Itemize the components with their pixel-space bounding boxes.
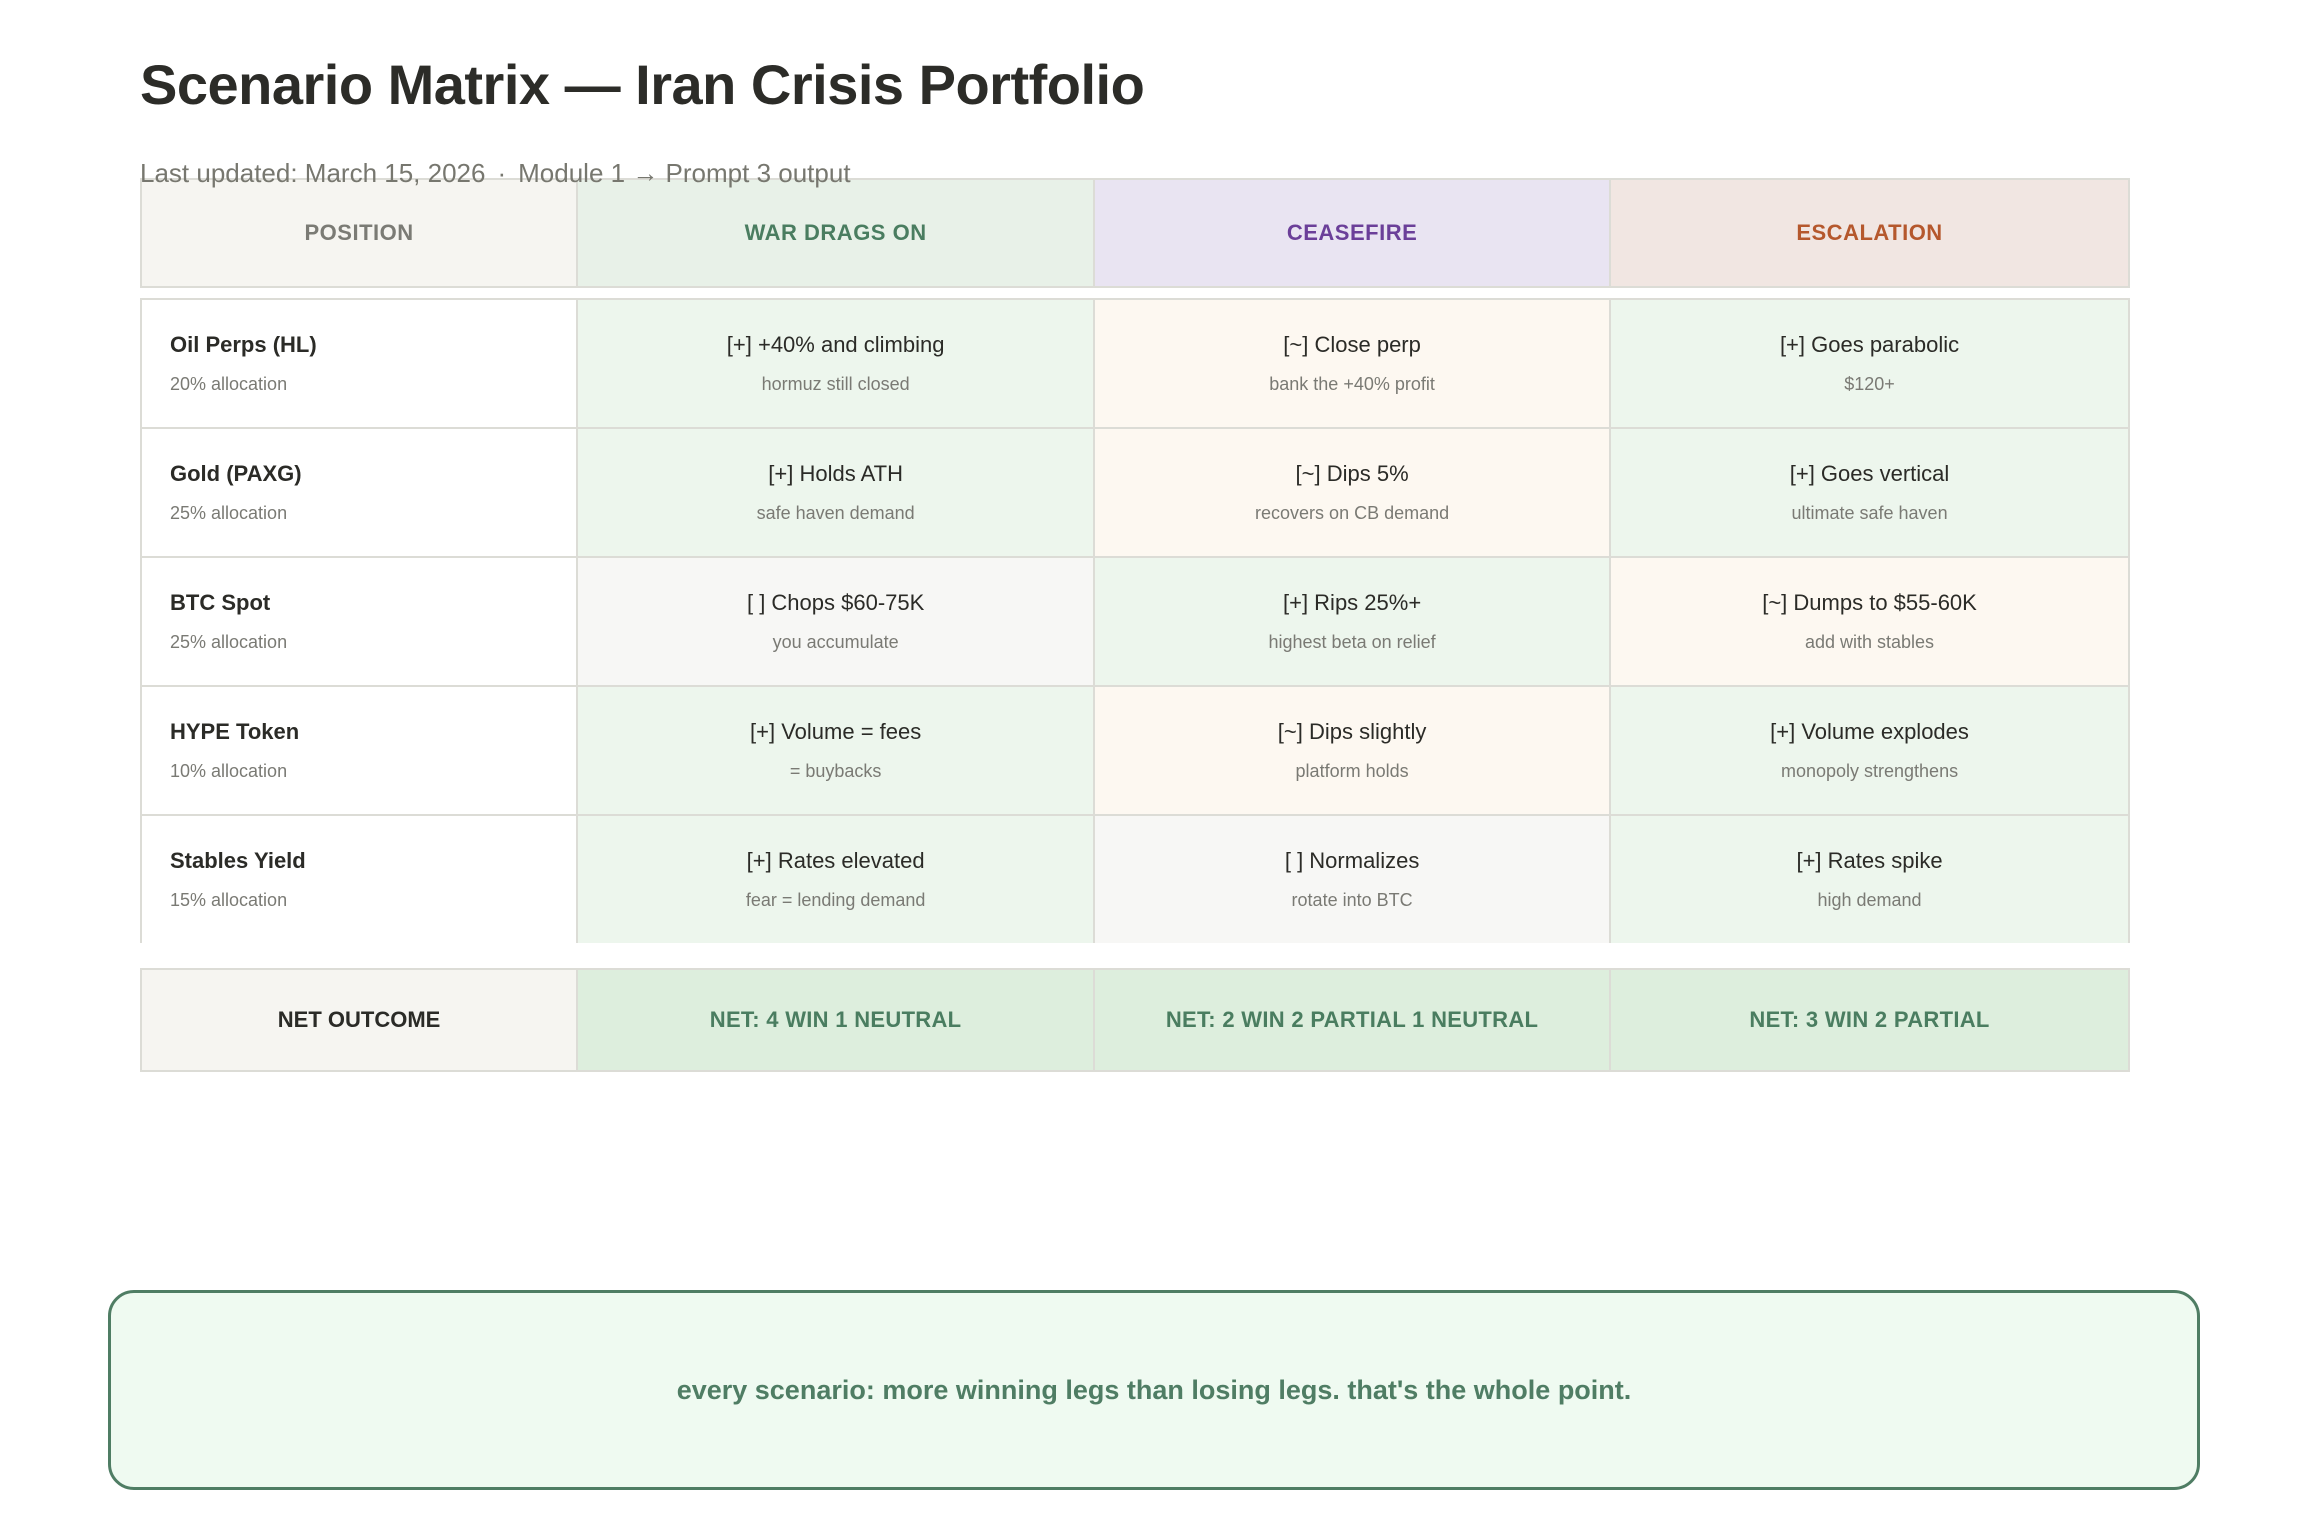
scenario-outcome: [+] Volume = fees (750, 719, 922, 744)
position-allocation: 10% allocation (170, 761, 288, 781)
scenario-note: you accumulate (772, 632, 899, 652)
scenario-outcome: [ ] Chops $60-75K (746, 590, 925, 615)
scenario-outcome: [+] Volume explodes (1770, 719, 1969, 744)
scenario-note: $120+ (1844, 374, 1895, 394)
scenario-cell-ceasefire: [~] Dips slightly platform holds (1095, 687, 1612, 814)
scenario-outcome: [+] Goes vertical (1789, 461, 1950, 486)
net-outcome-war: NET: 4 WIN 1 NEUTRAL (578, 970, 1096, 1070)
table-header: POSITION WAR DRAGS ON CEASEFIRE ESCALATI… (140, 178, 2130, 288)
scenario-cell-war: [ ] Chops $60-75K you accumulate (578, 558, 1096, 685)
module-text: Module 1 → Prompt 3 output (518, 158, 851, 188)
scenario-outcome: [~] Dumps to $55-60K (1762, 590, 1977, 615)
table-row: HYPE Token 10% allocation [+] Volume = f… (142, 687, 2128, 816)
scenario-cell-escalation: [~] Dumps to $55-60K add with stables (1611, 558, 2128, 685)
scenario-outcome: [~] Dips 5% (1295, 461, 1409, 486)
summary-callout: every scenario: more winning legs than l… (108, 1290, 2200, 1490)
summary-callout-text: every scenario: more winning legs than l… (676, 1374, 1632, 1405)
position-cell: HYPE Token 10% allocation (142, 687, 579, 814)
page-title: Scenario Matrix — Iran Crisis Portfolio (140, 53, 1145, 116)
header-escalation: ESCALATION (1611, 180, 2128, 286)
table-row: Stables Yield 15% allocation [+] Rates e… (142, 816, 2128, 943)
scenario-note: high demand (1817, 890, 1922, 910)
scenario-cell-ceasefire: [+] Rips 25%+ highest beta on relief (1095, 558, 1612, 685)
scenario-note: fear = lending demand (745, 890, 926, 910)
scenario-table-body: Oil Perps (HL) 20% allocation [+] +40% a… (140, 298, 2130, 943)
position-cell: Stables Yield 15% allocation (142, 816, 579, 943)
net-outcome-row: NET OUTCOME NET: 4 WIN 1 NEUTRAL NET: 2 … (140, 968, 2130, 1072)
scenario-note: = buybacks (789, 761, 882, 781)
position-cell: Gold (PAXG) 25% allocation (142, 429, 579, 556)
header-war-drags-on: WAR DRAGS ON (578, 180, 1096, 286)
scenario-note: safe haven demand (756, 503, 915, 523)
net-outcome-ceasefire: NET: 2 WIN 2 PARTIAL 1 NEUTRAL (1095, 970, 1612, 1070)
position-allocation: 25% allocation (170, 632, 288, 652)
net-outcome-label: NET OUTCOME (142, 970, 579, 1070)
scenario-cell-ceasefire: [ ] Normalizes rotate into BTC (1095, 816, 1612, 943)
position-name: Gold (PAXG) (170, 461, 302, 486)
header-position: POSITION (142, 180, 579, 286)
scenario-outcome: [+] +40% and climbing (726, 332, 945, 357)
scenario-note: monopoly strengthens (1780, 761, 1959, 781)
last-updated-text: Last updated: March 15, 2026 (140, 158, 486, 188)
net-outcome-escalation: NET: 3 WIN 2 PARTIAL (1611, 970, 2128, 1070)
scenario-cell-war: [+] Holds ATH safe haven demand (578, 429, 1096, 556)
scenario-note: platform holds (1295, 761, 1409, 781)
scenario-outcome: [ ] Normalizes (1284, 848, 1420, 873)
scenario-outcome: [+] Rates elevated (746, 848, 925, 873)
scenario-cell-war: [+] +40% and climbing hormuz still close… (578, 300, 1096, 427)
scenario-cell-war: [+] Rates elevated fear = lending demand (578, 816, 1096, 943)
table-row: Gold (PAXG) 25% allocation [+] Holds ATH… (142, 429, 2128, 558)
scenario-note: ultimate safe haven (1791, 503, 1948, 523)
scenario-cell-ceasefire: [~] Close perp bank the +40% profit (1095, 300, 1612, 427)
scenario-cell-escalation: [+] Goes vertical ultimate safe haven (1611, 429, 2128, 556)
scenario-cell-war: [+] Volume = fees = buybacks (578, 687, 1096, 814)
subtitle-separator: · (497, 158, 507, 188)
scenario-cell-escalation: [+] Goes parabolic $120+ (1611, 300, 2128, 427)
scenario-note: recovers on CB demand (1255, 503, 1450, 523)
scenario-outcome: [+] Rips 25%+ (1282, 590, 1422, 615)
scenario-note: bank the +40% profit (1269, 374, 1435, 394)
scenario-note: highest beta on relief (1268, 632, 1436, 652)
position-cell: BTC Spot 25% allocation (142, 558, 579, 685)
scenario-outcome: [~] Close perp (1283, 332, 1421, 357)
position-allocation: 20% allocation (170, 374, 288, 394)
position-name: HYPE Token (170, 719, 300, 744)
scenario-cell-escalation: [+] Volume explodes monopoly strengthens (1611, 687, 2128, 814)
position-name: BTC Spot (170, 590, 271, 615)
last-updated-line: Last updated: March 15, 2026 · Module 1 → … (140, 158, 851, 189)
position-name: Oil Perps (HL) (170, 332, 317, 357)
table-row: BTC Spot 25% allocation [ ] Chops $60-75… (142, 558, 2128, 687)
scenario-cell-escalation: [+] Rates spike high demand (1611, 816, 2128, 943)
header-ceasefire: CEASEFIRE (1095, 180, 1612, 286)
scenario-outcome: [+] Holds ATH (768, 461, 903, 486)
position-allocation: 25% allocation (170, 503, 288, 523)
position-cell: Oil Perps (HL) 20% allocation (142, 300, 579, 427)
scenario-outcome: [~] Dips slightly (1277, 719, 1427, 744)
scenario-outcome: [+] Rates spike (1796, 848, 1943, 873)
scenario-outcome: [+] Goes parabolic (1779, 332, 1960, 357)
scenario-cell-ceasefire: [~] Dips 5% recovers on CB demand (1095, 429, 1612, 556)
table-row: Oil Perps (HL) 20% allocation [+] +40% a… (142, 300, 2128, 429)
position-name: Stables Yield (170, 848, 306, 873)
position-allocation: 15% allocation (170, 890, 288, 910)
scenario-note: hormuz still closed (761, 374, 910, 394)
scenario-note: add with stables (1804, 632, 1935, 652)
scenario-note: rotate into BTC (1291, 890, 1413, 910)
